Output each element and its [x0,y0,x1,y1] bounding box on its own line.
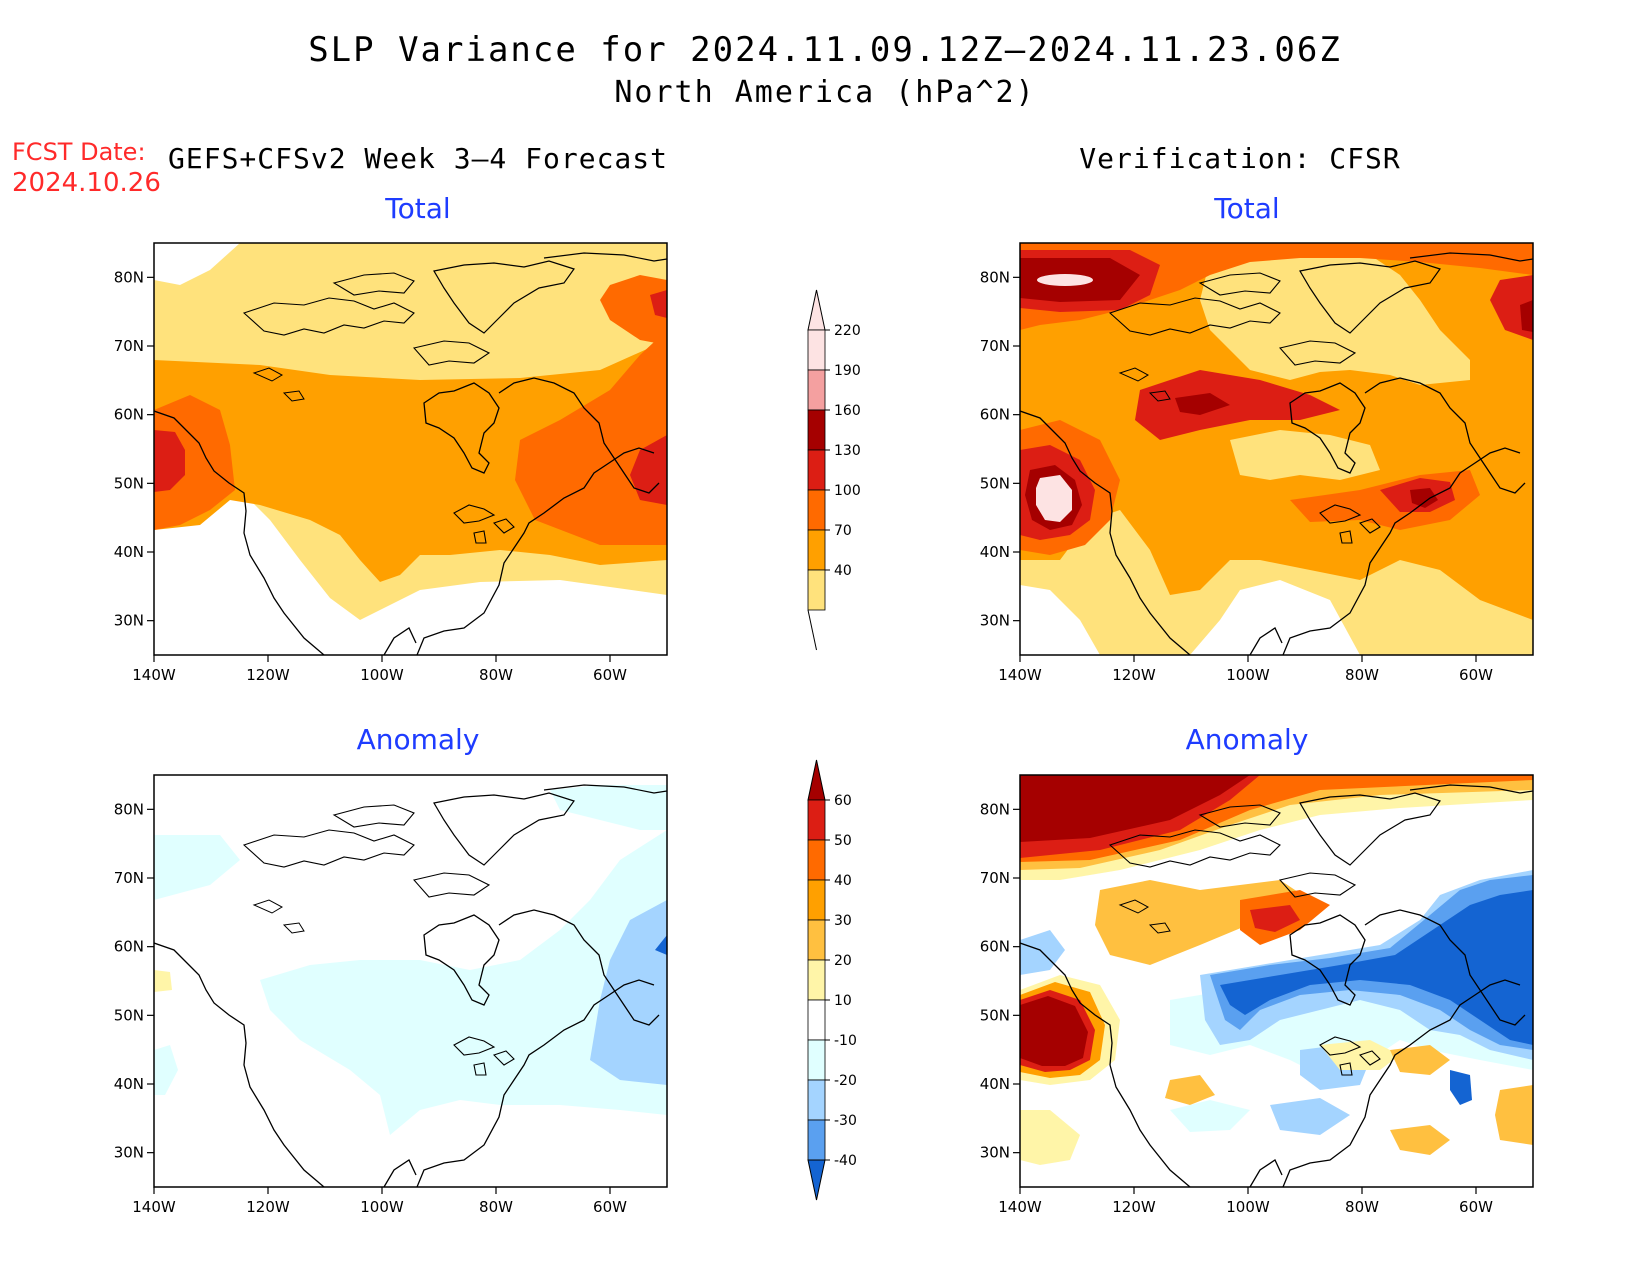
verification-anomaly-panel [1019,774,1534,1188]
lat-tick-label: 30N [980,1144,1010,1162]
lat-tick-label: 70N [114,337,144,355]
map-axes: 80N 70N 60N 50N 40N 30N 140W 120W 100W 80W 60W 80N 7… [114,268,1493,1216]
lat-tick-label: 30N [114,612,144,630]
lon-tick-label: 120W [246,1198,290,1216]
colorbar-anomaly-bottom-arrow [807,1159,826,1201]
forecast-total-title: Total [385,192,451,225]
lat-tick-label: 70N [980,337,1010,355]
lat-tick-label: 80N [980,800,1010,818]
forecast-anomaly-title: Anomaly [356,723,480,756]
chart-subtitle: North America (hPa^2) [614,75,1036,110]
colorbar-anomaly: 60 50 40 30 20 10 -10 -20 -30 -40 [807,759,857,1201]
colorbar-total-label: 70 [834,523,852,539]
lon-tick-label: 120W [1112,666,1156,684]
lat-tick-label: 50N [980,474,1010,492]
colorbar-total-swatch [807,569,826,611]
colorbar-total-swatch [807,529,826,571]
colorbar-total-label: 160 [834,403,861,419]
lat-tick-label: 80N [980,268,1010,286]
colorbar-anomaly-label: 40 [834,873,852,889]
lon-tick-label: 60W [1459,666,1493,684]
lat-tick-label: 40N [114,543,144,561]
colorbar-anomaly-label: 50 [834,833,852,849]
colorbar-total-label: 130 [834,443,861,459]
lon-tick-label: 140W [132,1198,176,1216]
lon-tick-label: 120W [246,666,290,684]
colorbar-anomaly-label: -30 [834,1113,857,1129]
lon-tick-label: 120W [1112,1198,1156,1216]
chart-title: SLP Variance for 2024.11.09.12Z–2024.11.… [308,30,1342,70]
verification-total-panel [1019,242,1534,656]
colorbar-total-swatch [807,369,826,411]
colorbar-total-swatch [807,449,826,491]
lat-tick-label: 60N [980,938,1010,956]
lat-tick-label: 70N [114,869,144,887]
lat-tick-label: 40N [980,543,1010,561]
colorbar-anomaly-label: 20 [834,953,852,969]
forecast-date-label: FCST Date: [12,138,146,166]
forecast-model-header: GEFS+CFSv2 Week 3–4 Forecast [168,142,669,175]
lat-tick-label: 80N [114,800,144,818]
lon-tick-label: 60W [593,1198,627,1216]
colorbar-anomaly-label: 30 [834,913,852,929]
colorbar-anomaly-swatch [807,919,826,961]
colorbar-anomaly-label: -20 [834,1073,857,1089]
lon-tick-label: 60W [593,666,627,684]
lat-tick-label: 70N [980,869,1010,887]
colorbar-anomaly-swatch [807,959,826,1001]
lat-tick-label: 30N [114,1144,144,1162]
lon-tick-label: 80W [1345,1198,1379,1216]
forecast-anomaly-panel [153,774,668,1188]
colorbar-anomaly-label: -40 [834,1153,857,1169]
lon-tick-label: 100W [360,1198,404,1216]
colorbar-total-bottom-arrow [807,609,817,651]
lon-tick-label: 80W [479,1198,513,1216]
lat-tick-label: 50N [114,1006,144,1024]
colorbar-total-swatch [807,409,826,451]
colorbar-anomaly-top-arrow [807,759,826,801]
colorbar-total-label: 220 [834,323,861,339]
colorbar-anomaly-swatch [807,1079,826,1121]
lon-tick-label: 140W [132,666,176,684]
colorbar-total-label: 190 [834,363,861,379]
verification-total-title: Total [1214,192,1280,225]
lat-tick-label: 60N [114,406,144,424]
colorbar-anomaly-swatch [807,799,826,841]
verification-header: Verification: CFSR [1079,142,1401,175]
forecast-total-panel [153,242,668,656]
colorbar-anomaly-swatch [807,1039,826,1081]
colorbar-total: 220 190 160 130 100 70 40 [807,289,861,651]
colorbar-total-swatch [807,329,826,371]
lon-tick-label: 100W [1226,1198,1270,1216]
colorbar-total-top-arrow [807,289,826,331]
lon-tick-label: 140W [998,666,1042,684]
colorbar-total-swatch [807,489,826,531]
colorbar-anomaly-label: 10 [834,993,852,1009]
colorbar-anomaly-swatch [807,879,826,921]
lat-tick-label: 80N [114,268,144,286]
colorbar-anomaly-swatch [807,839,826,881]
lon-tick-label: 80W [1345,666,1379,684]
lat-tick-label: 60N [980,406,1010,424]
colorbar-total-label: 40 [834,563,852,579]
colorbar-total-label: 100 [834,483,861,499]
lon-tick-label: 140W [998,1198,1042,1216]
colorbar-anomaly-label: -10 [834,1033,857,1049]
lon-tick-label: 100W [1226,666,1270,684]
lat-tick-label: 60N [114,938,144,956]
lat-tick-label: 30N [980,612,1010,630]
forecast-date-value: 2024.10.26 [12,168,161,198]
lat-tick-label: 50N [980,1006,1010,1024]
lon-tick-label: 60W [1459,1198,1493,1216]
verification-anomaly-title: Anomaly [1185,723,1309,756]
lon-tick-label: 80W [479,666,513,684]
lon-tick-label: 100W [360,666,404,684]
lat-tick-label: 40N [114,1075,144,1093]
colorbar-anomaly-label: 60 [834,793,852,809]
colorbar-anomaly-swatch [807,999,826,1041]
lat-tick-label: 40N [980,1075,1010,1093]
colorbar-anomaly-swatch [807,1119,826,1161]
lat-tick-label: 50N [114,474,144,492]
